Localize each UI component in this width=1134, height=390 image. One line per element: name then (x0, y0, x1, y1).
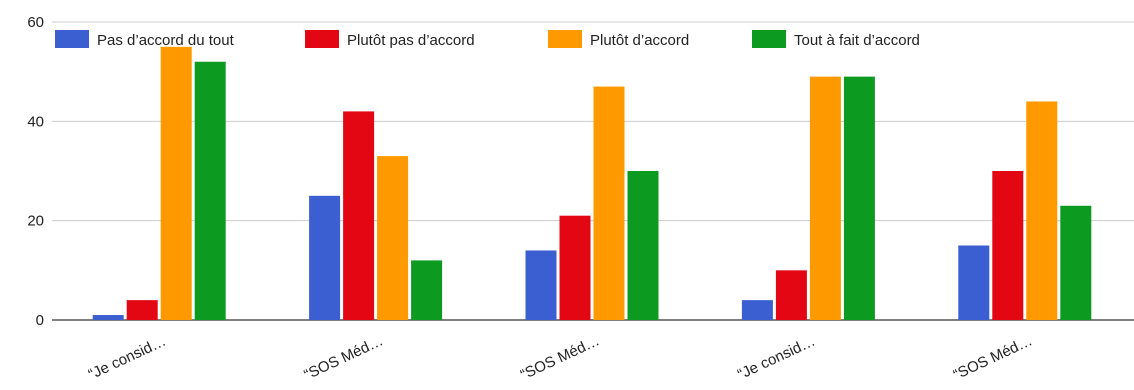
bar-4-series-1[interactable] (741, 300, 773, 320)
bar-5-series-2[interactable] (992, 171, 1024, 320)
legend-item-1[interactable]: Pas d’accord du tout (55, 30, 235, 49)
bar-3-series-1[interactable] (525, 250, 557, 320)
bar-2-series-4[interactable] (411, 260, 443, 320)
x-tick-label-3: “SOS Méd… (518, 332, 602, 383)
bar-2-series-1[interactable] (309, 195, 341, 320)
legend-label: Pas d’accord du tout (97, 32, 235, 49)
legend-item-4[interactable]: Tout à fait d’accord (752, 30, 920, 49)
legend-swatch (548, 30, 582, 48)
legend-item-3[interactable]: Plutôt d’accord (548, 30, 689, 49)
legend-label: Tout à fait d’accord (794, 32, 920, 49)
y-tick-label: 40 (27, 113, 44, 130)
grid-lines (52, 21, 1134, 321)
bar-4-series-2[interactable] (775, 270, 807, 320)
bar-1-series-4[interactable] (194, 61, 226, 320)
legend-swatch (55, 30, 89, 48)
bar-5-series-3[interactable] (1026, 101, 1058, 320)
bar-5-series-1[interactable] (958, 245, 990, 321)
legend-item-2[interactable]: Plutôt pas d’accord (305, 30, 475, 49)
x-tick-label-4: “Je consid… (735, 333, 818, 384)
bar-2-series-3[interactable] (377, 156, 409, 320)
y-axis-ticks: 0 20 40 60 (27, 14, 44, 329)
bar-3-series-4[interactable] (627, 171, 659, 320)
bar-5-series-4[interactable] (1060, 205, 1092, 320)
x-tick-label-2: “SOS Méd… (302, 332, 386, 383)
legend[interactable]: Pas d’accord du tout Plutôt pas d’accord P… (55, 30, 920, 49)
y-tick-label: 20 (27, 213, 44, 230)
bars (92, 46, 1092, 321)
legend-label: Plutôt d’accord (590, 32, 689, 49)
y-tick-label: 60 (27, 14, 44, 31)
x-tick-label-5: “SOS Méd… (951, 332, 1035, 383)
bar-1-series-2[interactable] (126, 300, 158, 320)
bar-1-series-1[interactable] (92, 315, 124, 320)
legend-label: Plutôt pas d’accord (347, 32, 475, 49)
bar-4-series-3[interactable] (809, 76, 841, 320)
legend-swatch (305, 30, 339, 48)
bar-2-series-2[interactable] (343, 111, 375, 321)
bar-3-series-2[interactable] (559, 215, 591, 320)
x-axis-labels: “Je consid… “SOS Méd… “SOS Méd… “Je consid…… (86, 332, 1035, 383)
bar-4-series-4[interactable] (843, 76, 875, 320)
x-tick-label-1: “Je consid… (86, 333, 169, 384)
y-tick-label: 0 (36, 312, 44, 329)
bar-3-series-3[interactable] (593, 86, 625, 320)
legend-swatch (752, 30, 786, 48)
bar-1-series-3[interactable] (160, 46, 192, 320)
